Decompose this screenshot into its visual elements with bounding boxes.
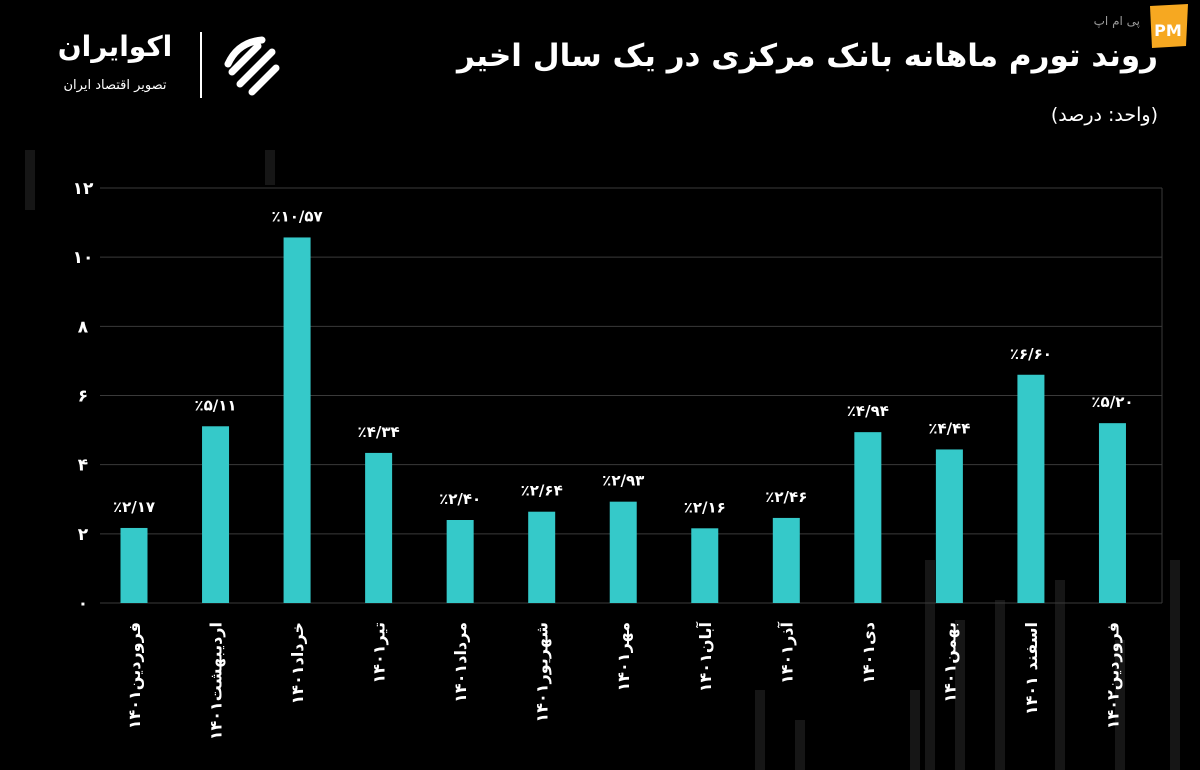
bar — [365, 452, 393, 603]
y-tick-label: ۶ — [78, 387, 88, 407]
y-tick-label: ۰ — [78, 594, 88, 614]
y-tick-label: ۱۲ — [73, 179, 94, 199]
category-label: خرداد۱۴۰۱ — [288, 622, 307, 704]
bar — [691, 528, 719, 603]
logo-divider — [200, 32, 202, 98]
watermark-text: پی ام اپ — [1093, 14, 1140, 28]
chart-unit: (واحد: درصد) — [1050, 104, 1158, 126]
y-tick-label: ۸ — [78, 317, 89, 337]
bar-value-label: ٪۴/۹۴ — [847, 402, 889, 420]
bar — [120, 527, 148, 603]
category-label: آبان۱۴۰۱ — [695, 621, 715, 692]
data-labels: ٪۲/۱۷ ٪۵/۱۱ ٪۱۰/۵۷ ٪۴/۳۴ ٪۲/۴۰ ٪۲/۶۴ ٪۲/۹۳ ٪۲/۱… — [113, 207, 1134, 516]
bar — [202, 426, 230, 603]
bar-value-label: ٪۲/۱۶ — [684, 498, 726, 516]
brand-logo: اکوایران تصویر اقتصاد ایران — [40, 30, 300, 105]
category-label: مهر۱۴۰۱ — [614, 622, 633, 691]
bar-value-label: ٪۴/۴۴ — [928, 419, 970, 437]
bar-value-label: ٪۲/۴۰ — [439, 490, 481, 508]
category-label: بهمن۱۴۰۱ — [940, 622, 959, 703]
watermark: پی ام اپ PM — [1082, 2, 1192, 52]
bar — [446, 520, 474, 603]
category-label: اردیبهشت۱۴۰۱ — [207, 622, 226, 740]
bar-value-label: ٪۱۰/۵۷ — [271, 207, 322, 225]
bar-value-label: ٪۵/۲۰ — [1091, 393, 1133, 411]
pm-badge-text: PM — [1154, 21, 1182, 40]
category-label: شهریور۱۴۰۱ — [533, 622, 552, 723]
bar — [1017, 374, 1045, 603]
bar — [935, 449, 963, 603]
bar-value-label: ٪۲/۴۶ — [765, 488, 807, 506]
y-tick-label: ۱۰ — [73, 248, 94, 268]
bar-value-label: ٪۲/۶۴ — [521, 482, 563, 500]
bar-value-label: ٪۲/۹۳ — [602, 472, 644, 490]
bar — [528, 511, 556, 603]
category-label: دی۱۴۰۱ — [859, 622, 878, 684]
pm-badge-icon: PM — [1150, 4, 1188, 48]
ecoiran-logo-icon — [224, 36, 280, 96]
category-label: مرداد۱۴۰۱ — [451, 622, 470, 703]
category-label: فروردین۱۴۰۱ — [125, 622, 144, 729]
logo-name: اکوایران — [57, 30, 173, 63]
y-axis-ticks: ۰ ۲ ۴ ۶ ۸ ۱۰ ۱۲ — [73, 179, 94, 614]
category-label: آذر۱۴۰۱ — [776, 621, 796, 683]
y-tick-label: ۴ — [78, 456, 88, 476]
bar-value-label: ٪۴/۳۴ — [358, 423, 400, 441]
bar — [772, 517, 800, 603]
x-axis-categories: فروردین۱۴۰۱ اردیبهشت۱۴۰۱ خرداد۱۴۰۱ تیر۱۴۰۱ م… — [125, 621, 1122, 740]
bar — [1098, 423, 1126, 603]
bar-value-label: ٪۶/۶۰ — [1010, 345, 1052, 363]
category-label: تیر۱۴۰۱ — [370, 622, 389, 684]
category-label: فروردین۱۴۰۲ — [1103, 622, 1122, 729]
bar-value-label: ٪۲/۱۷ — [113, 498, 155, 516]
y-tick-label: ۲ — [78, 525, 89, 545]
chart-title: روند تورم ماهانه بانک مرکزی در یک سال اخ… — [457, 38, 1158, 74]
bar — [854, 432, 882, 603]
bar — [609, 501, 637, 603]
category-label: اسفند ۱۴۰۱ — [1022, 622, 1041, 715]
bars — [120, 237, 1126, 603]
bar-value-label: ٪۵/۱۱ — [194, 396, 236, 414]
logo-tagline: تصویر اقتصاد ایران — [63, 78, 167, 93]
bar — [283, 237, 311, 603]
